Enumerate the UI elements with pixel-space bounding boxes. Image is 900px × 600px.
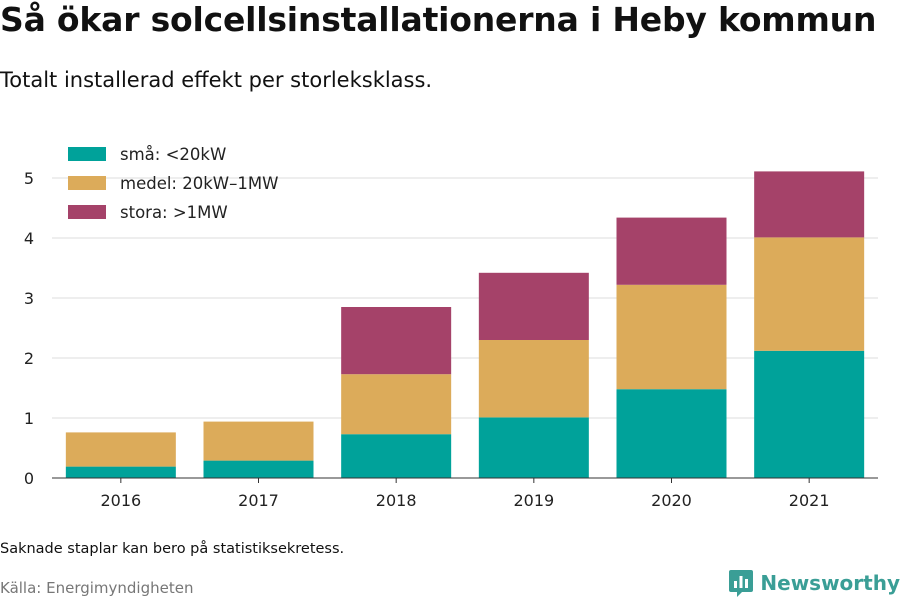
x-tick-label: 2018 xyxy=(376,491,417,510)
y-tick-label: 5 xyxy=(24,169,34,188)
bar-segment-2021-1 xyxy=(754,237,865,351)
bar-segment-2016-1 xyxy=(65,432,176,467)
y-tick-label: 4 xyxy=(24,229,34,248)
x-tick-labels: 2016 2017 2018 2019 2020 2021 xyxy=(100,478,830,510)
bar-segment-2018-1 xyxy=(341,374,452,435)
y-tick-label: 2 xyxy=(24,349,34,368)
x-tick-label: 2019 xyxy=(513,491,554,510)
legend-swatch xyxy=(68,205,106,219)
legend-label: stora: >1MW xyxy=(120,203,228,222)
brand-name: Newsworthy xyxy=(760,571,900,595)
source-credit: Källa: Energimyndigheten xyxy=(0,579,194,597)
chart-subtitle: Totalt installerad effekt per storlekskl… xyxy=(0,68,433,92)
bar-segment-2019-0 xyxy=(478,417,589,478)
legend-label: små: <20kW xyxy=(120,145,226,164)
x-tick-label: 2017 xyxy=(238,491,279,510)
bar-segment-2018-2 xyxy=(341,307,452,375)
gridlines xyxy=(52,177,878,419)
y-tick-label: 1 xyxy=(24,409,34,428)
chart-title: Så ökar solcellsinstallationerna i Heby … xyxy=(0,0,877,39)
bar-segment-2017-0 xyxy=(203,460,314,478)
x-tick-label: 2021 xyxy=(789,491,830,510)
footnote: Saknade staplar kan bero på statistiksek… xyxy=(0,541,345,557)
bar-segment-2018-0 xyxy=(341,434,452,478)
legend-label: medel: 20kW–1MW xyxy=(120,174,278,193)
legend-swatch xyxy=(68,147,106,161)
y-tick-label: 3 xyxy=(24,289,34,308)
bar-segment-2021-0 xyxy=(754,350,865,478)
bar-segment-2020-2 xyxy=(616,217,727,285)
bar-segment-2019-1 xyxy=(478,340,589,418)
y-tick-labels: 0 1 2 3 4 5 xyxy=(24,169,34,488)
legend-swatch xyxy=(68,176,106,190)
bars xyxy=(65,171,865,478)
bar-segment-2021-2 xyxy=(754,171,865,238)
bar-segment-2017-1 xyxy=(203,421,314,461)
brand-logo: Newsworthy xyxy=(728,568,900,598)
bar-segment-2019-2 xyxy=(478,272,589,340)
x-tick-label: 2016 xyxy=(100,491,141,510)
bar-chart-logo-icon xyxy=(729,570,754,597)
bar-segment-2016-0 xyxy=(65,466,176,478)
stacked-bar-chart: 0 1 2 3 4 5 2016 2017 2018 2019 2020 2021 små: <20… xyxy=(24,145,878,510)
legend: små: <20kW medel: 20kW–1MW stora: >1MW xyxy=(68,145,278,222)
bar-segment-2020-0 xyxy=(616,389,727,478)
x-tick-label: 2020 xyxy=(651,491,692,510)
y-tick-label: 0 xyxy=(24,469,34,488)
bar-segment-2020-1 xyxy=(616,284,727,390)
